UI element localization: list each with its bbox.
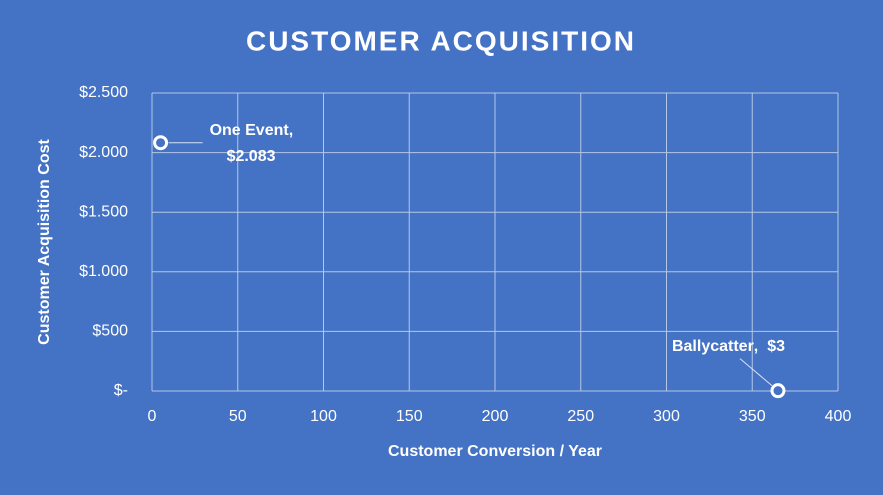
data-label: $3 bbox=[767, 338, 785, 355]
x-tick-label: 0 bbox=[148, 408, 157, 425]
y-tick-label: $1.500 bbox=[79, 203, 128, 220]
leader-line bbox=[739, 358, 773, 387]
x-axis-label: Customer Conversion / Year bbox=[388, 443, 602, 460]
y-axis-label: Customer Acquisition Cost bbox=[36, 139, 53, 345]
data-label-separator: , bbox=[289, 122, 293, 139]
data-label: $2.083 bbox=[227, 148, 276, 165]
x-tick-label: 300 bbox=[653, 408, 680, 425]
y-tick-label: $500 bbox=[92, 323, 128, 340]
y-tick-label: $- bbox=[114, 382, 128, 399]
data-label-name: One Event bbox=[210, 122, 290, 139]
y-tick-label: $2.000 bbox=[79, 144, 128, 161]
chart-title: CUSTOMER ACQUISITION bbox=[246, 25, 636, 56]
x-tick-label: 250 bbox=[567, 408, 594, 425]
y-tick-label: $2.500 bbox=[79, 84, 128, 101]
x-tick-label: 150 bbox=[396, 408, 423, 425]
x-tick-label: 350 bbox=[739, 408, 766, 425]
data-label-name: Ballycatter bbox=[672, 338, 754, 355]
point bbox=[770, 383, 786, 399]
y-tick-label: $1.000 bbox=[79, 263, 128, 280]
x-tick-label: 400 bbox=[825, 408, 852, 425]
x-tick-label: 200 bbox=[482, 408, 509, 425]
point bbox=[153, 135, 169, 151]
x-tick-label: 50 bbox=[229, 408, 247, 425]
x-tick-label: 100 bbox=[310, 408, 337, 425]
data-label-separator: , bbox=[754, 338, 758, 355]
